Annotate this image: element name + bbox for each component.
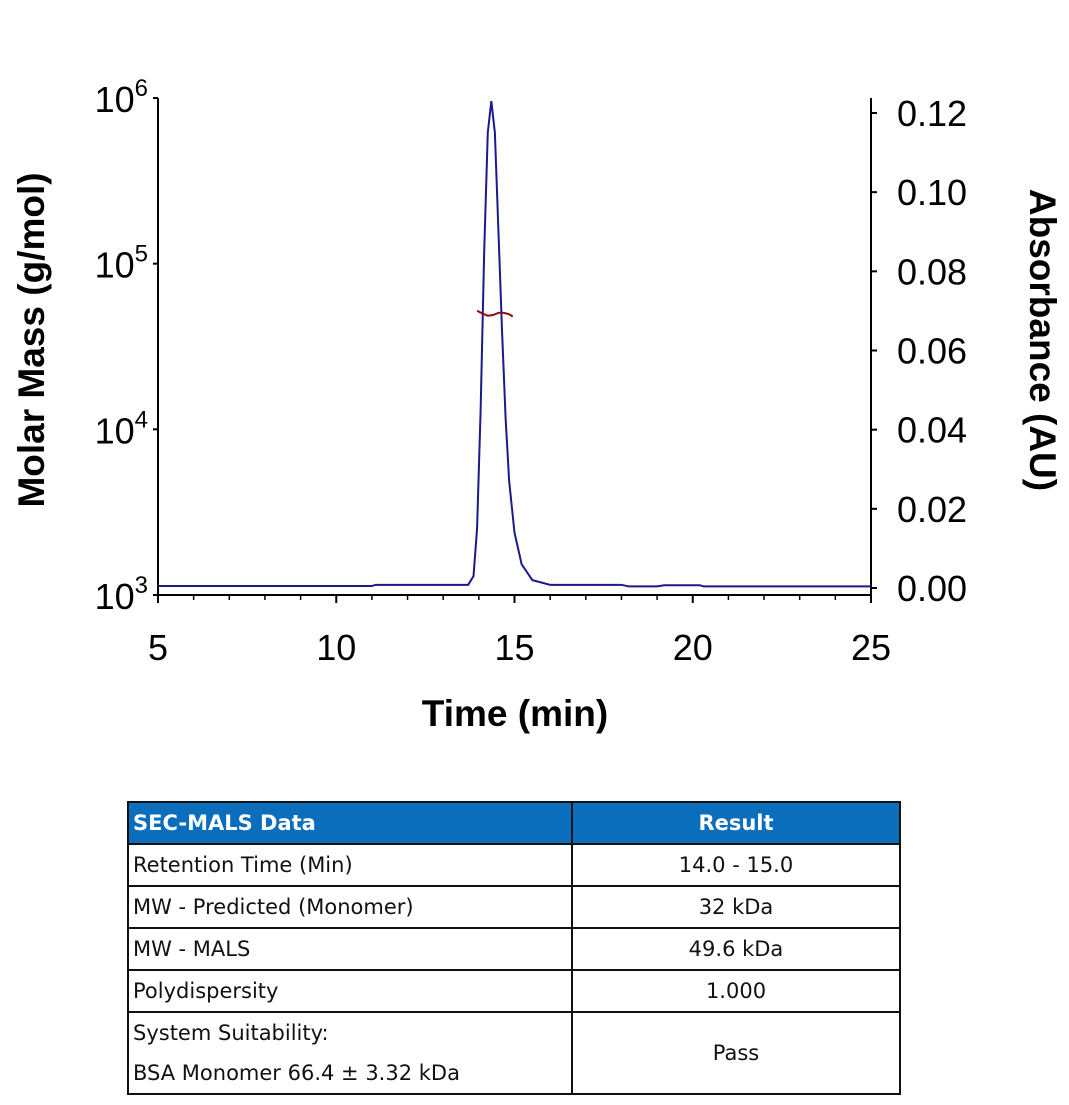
cell: MW - MALS [127, 927, 573, 971]
cell-line: System Suitability: [133, 1021, 329, 1045]
table-row: MW - MALS 49.6 kDa [127, 927, 901, 971]
y2-tick-label: 0.02 [897, 489, 967, 530]
y2-tick-label: 0.06 [897, 331, 967, 372]
x-tick-label: 20 [673, 627, 713, 668]
x-tick-label: 15 [494, 627, 534, 668]
y2-tick-label: 0.00 [897, 568, 967, 609]
table-row: Polydispersity 1.000 [127, 969, 901, 1013]
cell-line: BSA Monomer 66.4 ± 3.32 kDa [133, 1061, 460, 1085]
y2-tick-label: 0.12 [897, 93, 967, 134]
y-axis-label: Molar Mass (g/mol) [11, 172, 52, 507]
y2-tick-label: 0.10 [897, 172, 967, 213]
table-row: MW - Predicted (Monomer) 32 kDa [127, 885, 901, 929]
absorbance-trace [158, 101, 871, 588]
table-row: System Suitability: BSA Monomer 66.4 ± 3.… [127, 1011, 901, 1095]
x-axis-label: Time (min) [422, 693, 608, 734]
x-tick-label: 25 [851, 627, 891, 668]
y2-axis-label: Absorbance (AU) [1022, 189, 1063, 491]
header-cell: SEC-MALS Data [127, 801, 573, 845]
cell: Retention Time (Min) [127, 843, 573, 887]
y-tick-label: 105 [95, 241, 148, 286]
y2-tick-label: 0.04 [897, 410, 967, 451]
table-row: Retention Time (Min) 14.0 - 15.0 [127, 843, 901, 887]
cell: 49.6 kDa [571, 927, 901, 971]
x-tick-label: 10 [316, 627, 356, 668]
cell: 32 kDa [571, 885, 901, 929]
y-tick-label: 106 [95, 75, 148, 120]
y-tick-label: 103 [95, 572, 148, 617]
cell: Pass [571, 1011, 901, 1095]
table-header: SEC-MALS Data Result [127, 801, 901, 845]
y2-tick-label: 0.08 [897, 251, 967, 292]
cell: 1.000 [571, 969, 901, 1013]
cell: Polydispersity [127, 969, 573, 1013]
cell: 14.0 - 15.0 [571, 843, 901, 887]
header-cell: Result [571, 801, 901, 845]
molar-mass-trace [476, 309, 514, 318]
sec-mals-chart: 5 10 15 20 25 103 104 105 106 0.00 0.02 0.04 0.06 0.0… [11, 75, 1063, 734]
sec-mals-table: SEC-MALS Data Result Retention Time (Min… [127, 801, 901, 1095]
cell: System Suitability: BSA Monomer 66.4 ± 3.… [127, 1011, 573, 1095]
cell: MW - Predicted (Monomer) [127, 885, 573, 929]
y-tick-label: 104 [95, 406, 148, 451]
x-tick-label: 5 [148, 627, 168, 668]
